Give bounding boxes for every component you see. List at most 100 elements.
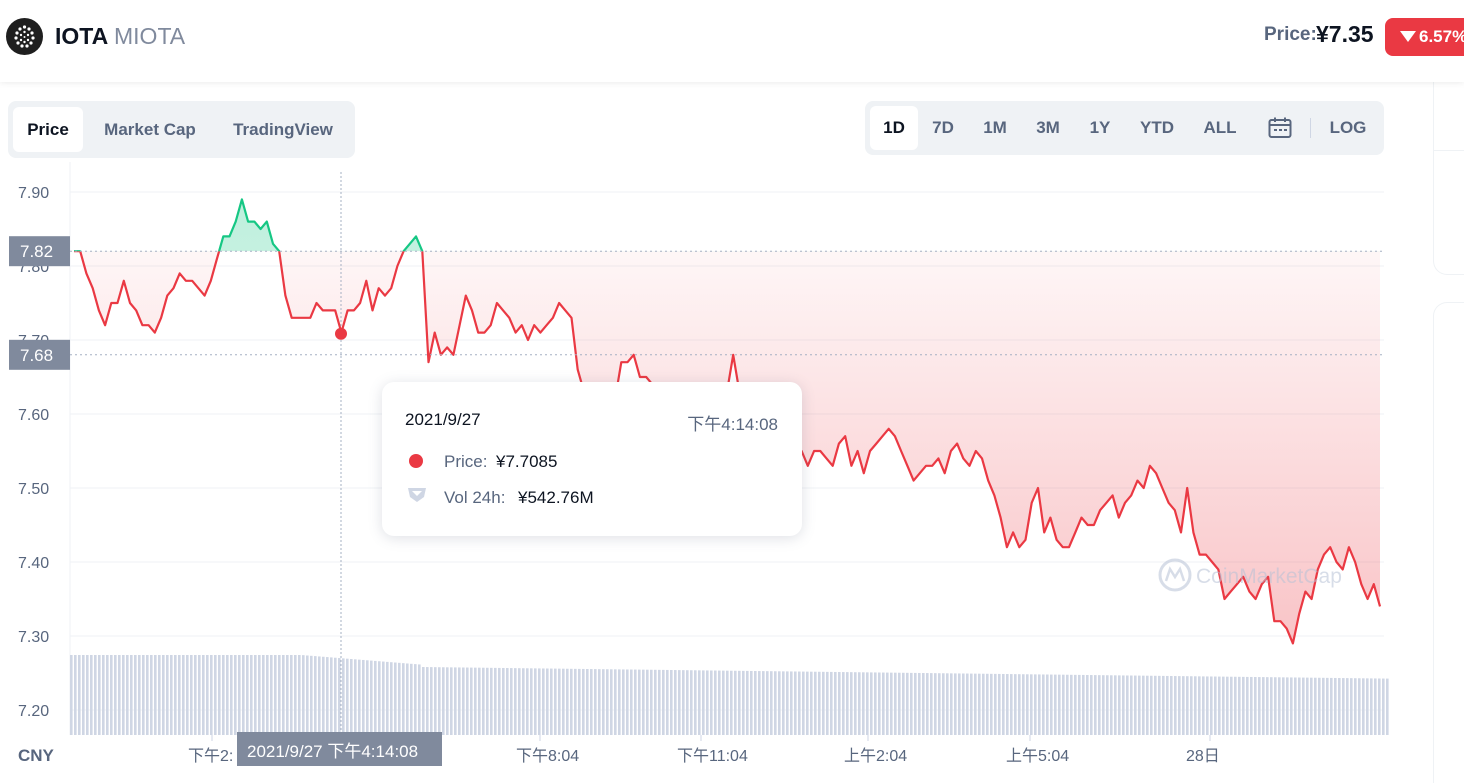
volume-bar: [1038, 674, 1041, 735]
volume-bar: [982, 673, 985, 735]
volume-bar: [238, 655, 241, 735]
volume-bar: [1190, 676, 1193, 735]
chart-type-tabs: Price Market Cap TradingView: [8, 101, 355, 158]
volume-bar: [78, 655, 81, 735]
volume-bar: [898, 672, 901, 735]
volume-bar: [334, 657, 337, 735]
price-dot-icon: [409, 454, 423, 468]
volume-bar: [434, 667, 437, 735]
side-panel-bottom: [1433, 302, 1464, 783]
volume-bar: [274, 655, 277, 735]
volume-bar: [350, 659, 353, 735]
x-tick-label: 28日: [1186, 748, 1220, 765]
calendar-icon[interactable]: [1268, 117, 1292, 144]
caret-down-icon: [1400, 28, 1416, 48]
volume-bar: [1122, 675, 1125, 735]
range-1y-button[interactable]: 1Y: [1089, 118, 1111, 137]
volume-bar: [682, 670, 685, 735]
hover-point-marker: [335, 327, 347, 340]
volume-bar: [514, 668, 517, 735]
range-3m-button[interactable]: 3M: [1036, 118, 1060, 137]
volume-bar: [678, 670, 681, 735]
volume-bar: [574, 668, 577, 735]
volume-bar: [550, 668, 553, 735]
volume-bar: [314, 656, 317, 735]
tab-price[interactable]: Price: [13, 107, 83, 152]
volume-bar: [90, 655, 93, 735]
volume-bar: [1158, 675, 1161, 735]
y-tick-label: 7.20: [18, 703, 49, 720]
volume-bar: [722, 670, 725, 735]
volume-bar: [1246, 676, 1249, 735]
volume-bar: [1294, 677, 1297, 735]
volume-bar: [194, 655, 197, 735]
volume-bar: [1134, 675, 1137, 735]
volume-bar: [382, 661, 385, 735]
range-ytd-button[interactable]: YTD: [1140, 118, 1174, 137]
volume-bar: [70, 655, 73, 735]
volume-bar: [570, 668, 573, 735]
volume-bar: [670, 670, 673, 735]
volume-bar: [1298, 677, 1301, 735]
volume-bar: [1146, 675, 1149, 735]
range-all-button[interactable]: ALL: [1203, 118, 1237, 137]
y-tick-label: 7.30: [18, 629, 49, 646]
range-7d-button[interactable]: 7D: [932, 118, 954, 137]
volume-bar: [250, 655, 253, 735]
volume-bar: [610, 669, 613, 735]
volume-bar: [942, 673, 945, 735]
volume-bar: [810, 671, 813, 735]
volume-bar: [1098, 675, 1101, 735]
volume-bar: [1178, 676, 1181, 735]
volume-bar: [1166, 675, 1169, 735]
volume-bar: [1218, 676, 1221, 735]
volume-bar: [294, 655, 297, 735]
volume-bar: [342, 658, 345, 735]
volume-bar: [710, 670, 713, 735]
volume-bar: [114, 655, 117, 735]
volume-bar: [666, 669, 669, 735]
volume-bar: [1230, 676, 1233, 735]
volume-bar: [162, 655, 165, 735]
volume-bar: [1310, 677, 1313, 735]
volume-bar: [326, 657, 329, 735]
volume-bar: [1194, 676, 1197, 735]
volume-bar: [302, 655, 305, 735]
volume-bar: [206, 655, 209, 735]
volume-bar: [1226, 676, 1229, 735]
volume-bar: [814, 671, 817, 735]
tab-tradingview[interactable]: TradingView: [233, 120, 333, 139]
volume-bar: [170, 655, 173, 735]
volume-bar: [590, 669, 593, 735]
volume-bar: [522, 668, 525, 735]
range-1m-button[interactable]: 1M: [983, 118, 1007, 137]
volume-bar: [358, 659, 361, 735]
volume-bar: [1366, 678, 1369, 735]
volume-bar: [354, 659, 357, 735]
volume-bar: [586, 668, 589, 735]
volume-bar: [730, 670, 733, 735]
volume-bar: [1162, 675, 1165, 735]
log-scale-button[interactable]: LOG: [1329, 118, 1367, 137]
volume-bar: [262, 655, 265, 735]
volume-bar: [1046, 674, 1049, 735]
volume-bar: [702, 670, 705, 735]
volume-bar: [990, 673, 993, 735]
volume-bar: [566, 668, 569, 735]
volume-bar: [1254, 677, 1257, 735]
y-tick-label: 7.50: [18, 481, 49, 498]
volume-bar: [986, 673, 989, 735]
y-tick-label: 7.90: [18, 185, 49, 202]
volume-bar: [1034, 674, 1037, 735]
range-1d-button[interactable]: 1D: [870, 106, 918, 150]
volume-bar: [278, 655, 281, 735]
volume-bar: [1010, 674, 1013, 735]
volume-bar: [1202, 676, 1205, 735]
volume-bar: [118, 655, 121, 735]
crosshair-time-label: 2021/9/27 下午4:14:08: [247, 742, 418, 761]
volume-bar: [290, 655, 293, 735]
volume-bar: [466, 667, 469, 735]
volume-bar: [306, 655, 309, 735]
volume-bar: [1350, 678, 1353, 735]
tab-market-cap[interactable]: Market Cap: [104, 120, 196, 139]
